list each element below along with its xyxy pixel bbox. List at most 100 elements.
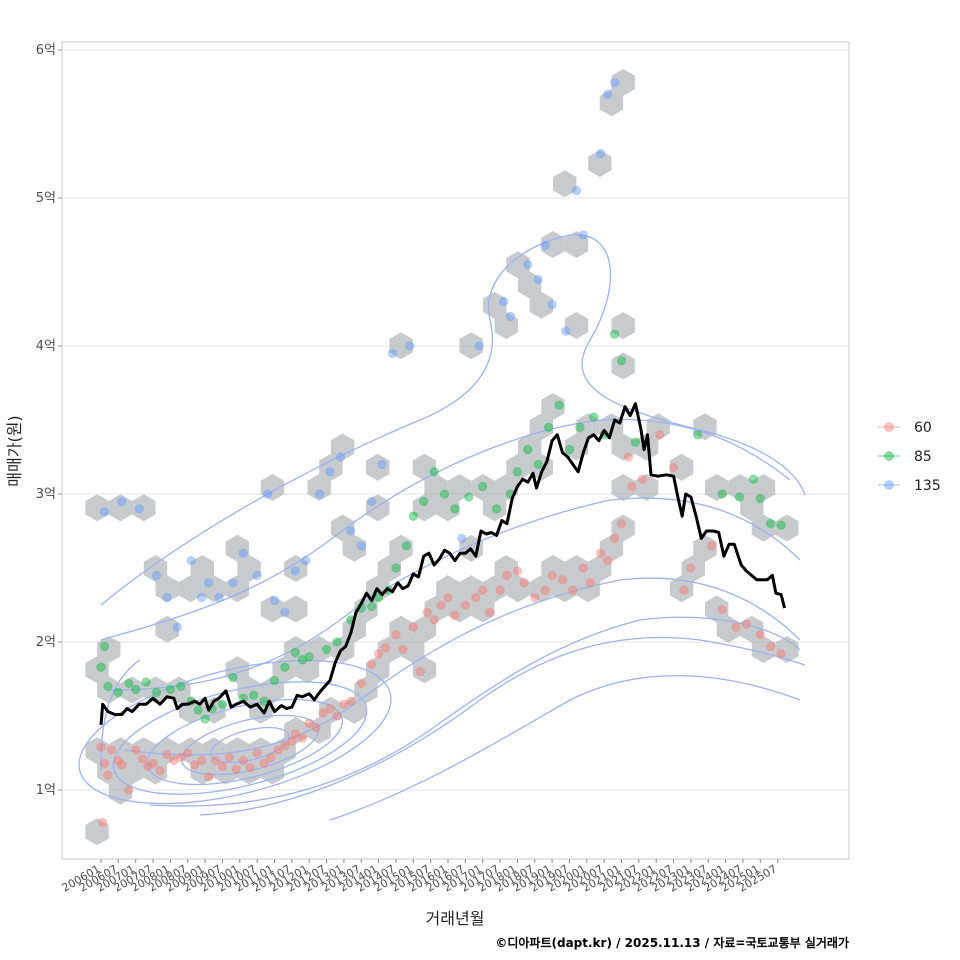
hexbin	[751, 636, 776, 663]
hexbin	[178, 575, 203, 603]
hexbin	[225, 534, 250, 562]
data-point-60	[196, 755, 207, 766]
y-tick-label: 5억	[36, 191, 56, 206]
hexbin	[284, 636, 308, 663]
data-point-85	[165, 684, 176, 695]
data-point-60	[176, 752, 186, 763]
hexbin	[366, 453, 390, 481]
legend-label: 60	[914, 420, 932, 436]
data-point-85	[755, 493, 766, 504]
data-point-135	[186, 555, 196, 566]
data-point-60	[266, 752, 276, 763]
y-tick-label: 1억	[36, 783, 56, 798]
data-point-60	[189, 760, 200, 770]
x-axis-title: 거래년월	[426, 909, 485, 928]
data-point-60	[169, 755, 179, 766]
hexbin	[85, 656, 109, 684]
legend-label: 135	[914, 478, 941, 494]
data-point-135	[325, 467, 335, 477]
hexbin	[307, 636, 331, 663]
data-point-60	[143, 761, 153, 772]
data-point-60	[280, 740, 290, 751]
hexbin	[518, 433, 542, 461]
legend: 60 85 135	[878, 420, 941, 494]
data-point-135	[457, 533, 467, 544]
density-contour	[100, 418, 791, 641]
data-point-60	[155, 766, 165, 776]
data-point-60	[429, 615, 439, 625]
data-point-60	[231, 764, 242, 775]
data-point-135	[523, 259, 533, 270]
hexbin	[225, 737, 250, 765]
data-point-60	[366, 659, 377, 670]
hexbin	[377, 555, 401, 582]
hexbin	[97, 636, 121, 663]
data-point-135	[474, 341, 485, 351]
data-point-85	[99, 641, 110, 652]
data-point-135	[578, 230, 589, 240]
data-point-135	[99, 507, 110, 517]
density-contour	[124, 577, 801, 756]
hexbin	[553, 170, 577, 198]
data-point-60	[540, 585, 551, 596]
data-point-60	[776, 649, 786, 659]
data-point-60	[637, 474, 648, 485]
data-point-60	[304, 718, 315, 729]
hexbin	[740, 615, 764, 643]
hexbin	[611, 514, 635, 542]
data-point-60	[686, 563, 696, 573]
legend-label: 85	[914, 449, 932, 465]
hexbin	[681, 555, 705, 582]
data-point-135	[346, 526, 356, 536]
hexbin	[541, 555, 565, 582]
data-point-60	[380, 643, 391, 653]
data-point-135	[269, 595, 280, 606]
hexbin	[202, 737, 226, 765]
data-point-60	[585, 578, 596, 588]
hexbin	[97, 757, 121, 785]
data-point-135	[540, 240, 551, 251]
data-point-60	[217, 761, 228, 772]
data-point-85	[297, 655, 308, 665]
data-point-60	[484, 607, 495, 618]
data-point-60	[502, 570, 512, 581]
hexbin	[342, 696, 366, 724]
data-point-135	[602, 89, 613, 100]
data-point-85	[401, 541, 412, 551]
hexbin	[599, 89, 624, 117]
hexbin	[564, 555, 589, 582]
data-point-60	[311, 723, 321, 733]
data-point-85	[103, 681, 113, 692]
data-point-135	[117, 496, 127, 507]
data-point-60	[717, 604, 727, 615]
hexbin	[529, 291, 553, 319]
data-point-60	[422, 607, 433, 618]
data-point-85	[228, 672, 238, 683]
data-point-60	[103, 770, 113, 781]
hexbin	[634, 433, 659, 461]
data-point-85	[609, 329, 620, 340]
hexbin	[225, 575, 250, 603]
data-point-135	[366, 496, 377, 507]
legend-key-point	[884, 480, 894, 490]
data-point-60	[290, 729, 301, 739]
hexbin	[237, 555, 261, 582]
data-point-135	[228, 578, 238, 588]
y-tick-label: 3억	[36, 487, 56, 502]
data-point-60	[373, 649, 384, 659]
trend-line	[99, 402, 787, 726]
hexbin	[482, 575, 507, 603]
data-point-85	[332, 637, 342, 647]
data-point-60	[616, 518, 627, 529]
hexbin	[705, 595, 729, 623]
data-point-60	[398, 644, 408, 655]
data-point-135	[571, 185, 582, 196]
density-contour	[112, 681, 368, 795]
data-point-60	[356, 678, 367, 689]
data-point-135	[377, 459, 387, 470]
data-point-85	[366, 601, 377, 612]
data-point-135	[203, 578, 214, 588]
x-axis: 2006012006072007012007072008012008072009…	[60, 859, 779, 895]
hexbin	[330, 433, 355, 461]
